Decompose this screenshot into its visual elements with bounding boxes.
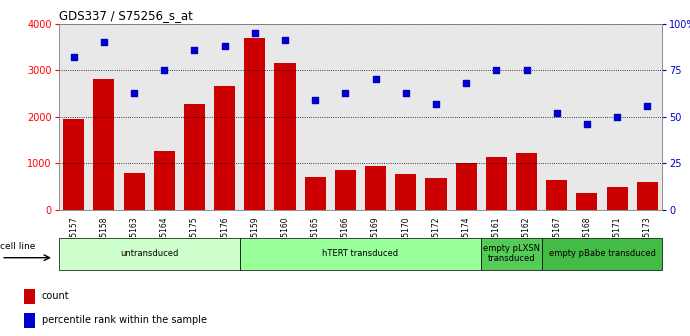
Point <box>491 68 502 73</box>
Bar <box>486 157 507 210</box>
Bar <box>124 173 145 210</box>
Bar <box>214 86 235 210</box>
Bar <box>184 104 205 210</box>
Bar <box>426 178 446 210</box>
Bar <box>154 151 175 210</box>
Point <box>340 90 351 95</box>
Bar <box>395 174 416 210</box>
FancyBboxPatch shape <box>240 238 482 270</box>
Text: empty pLXSN
transduced: empty pLXSN transduced <box>483 244 540 263</box>
FancyBboxPatch shape <box>59 238 240 270</box>
Point <box>611 114 622 120</box>
Bar <box>516 153 537 210</box>
Point <box>249 30 260 36</box>
Bar <box>607 187 628 210</box>
Point <box>128 90 139 95</box>
Bar <box>25 313 35 328</box>
Text: untransduced: untransduced <box>120 249 179 258</box>
Point <box>279 38 290 43</box>
Point <box>461 81 472 86</box>
Bar <box>275 63 295 210</box>
Bar <box>365 166 386 210</box>
Bar <box>637 182 658 210</box>
Bar <box>335 170 356 210</box>
Point <box>551 110 562 116</box>
Text: percentile rank within the sample: percentile rank within the sample <box>41 316 206 325</box>
Point <box>310 97 321 103</box>
Bar <box>576 193 598 210</box>
Bar <box>25 289 35 304</box>
Bar <box>305 177 326 210</box>
FancyBboxPatch shape <box>542 238 662 270</box>
Bar <box>244 38 266 210</box>
Point <box>219 43 230 49</box>
Point <box>68 54 79 60</box>
Point <box>642 103 653 108</box>
Point <box>370 77 381 82</box>
Text: cell line: cell line <box>0 242 35 251</box>
Point <box>99 40 110 45</box>
FancyBboxPatch shape <box>482 238 542 270</box>
Bar <box>63 119 84 210</box>
Text: empty pBabe transduced: empty pBabe transduced <box>549 249 656 258</box>
Point <box>521 68 532 73</box>
Point <box>189 47 200 52</box>
Point <box>582 122 593 127</box>
Bar <box>455 163 477 210</box>
Bar <box>546 180 567 210</box>
Bar <box>93 79 115 210</box>
Point <box>431 101 442 107</box>
Text: GDS337 / S75256_s_at: GDS337 / S75256_s_at <box>59 9 193 23</box>
Point <box>159 68 170 73</box>
Text: hTERT transduced: hTERT transduced <box>322 249 399 258</box>
Text: count: count <box>41 291 69 301</box>
Point <box>400 90 411 95</box>
